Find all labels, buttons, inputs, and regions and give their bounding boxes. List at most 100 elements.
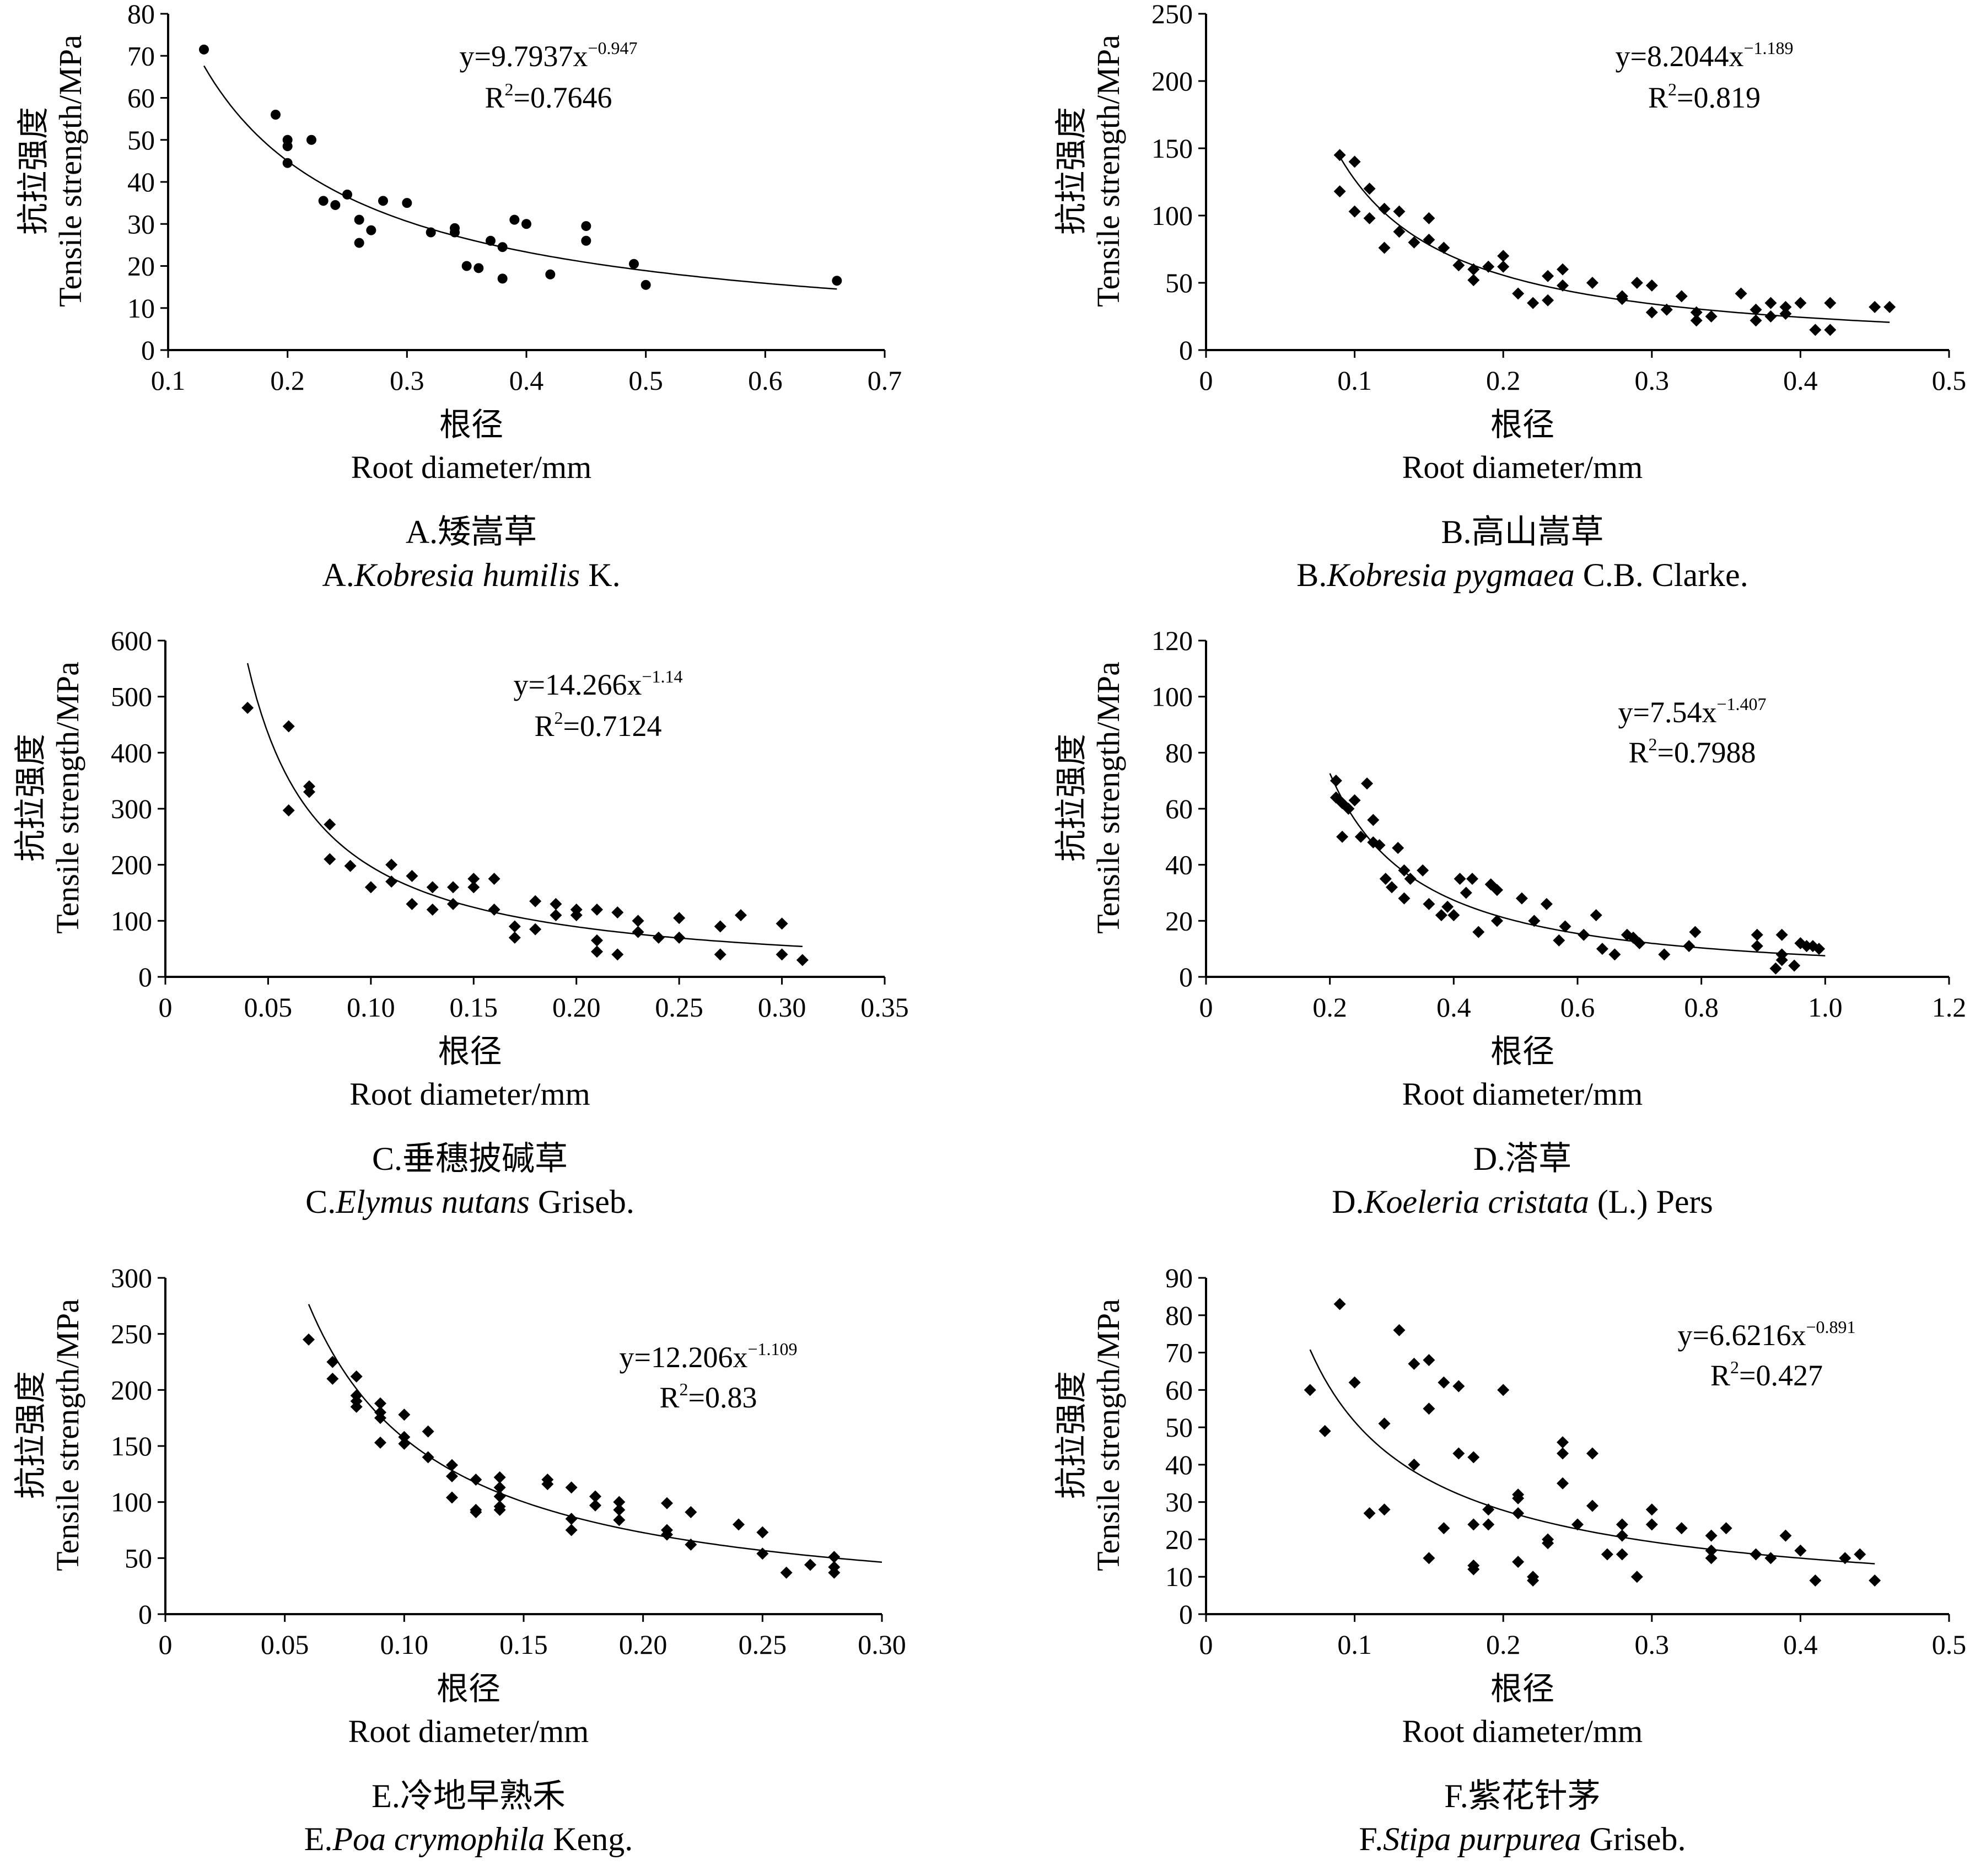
x-tick-label: 0.5: [1932, 365, 1967, 396]
caption-en: F.Stipa purpurea Griseb.: [1359, 1821, 1686, 1857]
y-axis-label-cn: 抗拉强度: [13, 734, 49, 862]
data-point: [282, 141, 293, 152]
y-tick-label: 200: [111, 850, 152, 880]
data-point: [374, 1436, 386, 1449]
r-squared-superscript: 2: [1649, 734, 1657, 754]
data-point: [324, 853, 336, 866]
equation-exponent: −0.947: [588, 38, 637, 58]
y-tick-label: 40: [127, 166, 155, 197]
data-point: [1490, 884, 1503, 896]
y-tick-label: 40: [1165, 850, 1193, 880]
fit-equation: y=6.6216x−0.891: [1677, 1317, 1855, 1352]
data-point: [1557, 1447, 1569, 1460]
y-tick-label: 100: [1151, 200, 1193, 231]
y-tick-label: 60: [1165, 1374, 1193, 1405]
y-axis-label-cn: 抗拉强度: [1053, 734, 1089, 862]
caption-prefix: F.: [1359, 1821, 1384, 1857]
x-tick-label: 0.15: [450, 992, 498, 1023]
data-point: [1452, 1447, 1465, 1460]
data-point: [1540, 897, 1553, 910]
x-tick-label: 0.2: [1486, 365, 1521, 396]
data-point: [318, 196, 329, 206]
data-point: [1645, 306, 1658, 319]
equation-exponent: −1.14: [642, 666, 682, 686]
data-point: [640, 279, 651, 290]
caption-species: Stipa purpurea: [1383, 1821, 1581, 1857]
data-point: [385, 858, 398, 871]
y-axis-label-cn: 抗拉强度: [1053, 1371, 1089, 1499]
x-tick-label: 0.05: [244, 992, 293, 1023]
data-point: [1764, 1552, 1777, 1565]
data-point: [613, 1514, 626, 1526]
data-point: [1813, 943, 1826, 955]
y-tick-label: 0: [138, 961, 152, 992]
data-point: [1497, 260, 1510, 273]
data-point: [1690, 306, 1703, 319]
data-point: [303, 786, 315, 798]
fit-curve: [1339, 156, 1890, 323]
y-tick-label: 50: [125, 1542, 152, 1573]
data-point: [1378, 241, 1391, 254]
r-squared-value: =0.427: [1739, 1359, 1823, 1392]
data-point: [1460, 886, 1472, 899]
data-point: [1467, 274, 1480, 287]
data-point: [1423, 1354, 1435, 1367]
x-tick-label: 0.1: [151, 365, 186, 396]
x-axis-label-cn: 根径: [1490, 1034, 1554, 1069]
r-squared-value: =0.7988: [1657, 736, 1756, 769]
data-point: [1527, 1574, 1540, 1587]
y-tick-label: 20: [1165, 905, 1193, 936]
data-point: [406, 870, 418, 882]
data-point: [581, 221, 591, 232]
data-point: [611, 906, 624, 919]
data-point: [1590, 909, 1602, 922]
data-point: [661, 1528, 673, 1541]
data-point: [461, 261, 472, 271]
fit-equation: y=12.206x−1.109: [619, 1339, 797, 1374]
equation-exponent: −1.109: [747, 1339, 797, 1359]
data-point: [1675, 290, 1688, 303]
data-point: [1869, 300, 1881, 313]
y-tick-label: 0: [1179, 961, 1193, 992]
caption-suffix: (L.) Pers: [1589, 1184, 1713, 1220]
data-point: [1373, 839, 1386, 852]
equation-base: y=12.206x: [619, 1341, 747, 1374]
r-squared-value: =0.7646: [514, 81, 612, 114]
data-point: [629, 259, 639, 269]
data-point: [447, 897, 459, 910]
data-point: [486, 235, 496, 246]
data-point: [613, 1503, 626, 1516]
data-point: [673, 912, 686, 924]
chart-e: 0 0.05 0.10 0.15 0.20 0.25 0.30 0 50 100 150 200 250…: [13, 1262, 906, 1857]
data-point: [1467, 1451, 1480, 1464]
data-point: [1683, 940, 1696, 953]
data-point: [350, 1370, 363, 1383]
data-point: [1616, 1548, 1628, 1561]
caption-en: E.Poa crymophila Keng.: [304, 1821, 633, 1857]
data-point: [529, 895, 542, 907]
r-squared: R2=0.819: [1648, 79, 1761, 114]
y-tick-label: 120: [1151, 625, 1193, 656]
data-point: [1645, 1518, 1658, 1531]
x-tick-label: 1.2: [1932, 992, 1967, 1023]
data-point: [1398, 892, 1411, 905]
data-point: [1675, 1522, 1688, 1535]
data-point: [1423, 1402, 1435, 1415]
data-point: [385, 875, 398, 888]
y-tick-label: 300: [111, 1262, 152, 1293]
data-point: [1497, 250, 1510, 262]
data-point: [780, 1566, 793, 1579]
x-tick-label: 0.25: [739, 1629, 787, 1660]
fit-curve: [203, 65, 837, 290]
data-point: [1417, 864, 1429, 877]
x-tick-label: 0.3: [1635, 365, 1670, 396]
fit-equation: y=8.2044x−1.189: [1615, 38, 1793, 73]
data-point: [565, 1524, 578, 1536]
data-point: [589, 1490, 601, 1503]
data-point: [1800, 940, 1813, 953]
x-tick-label: 0.15: [499, 1629, 548, 1660]
data-point: [1869, 1574, 1881, 1587]
data-point: [350, 1400, 363, 1413]
data-point: [1482, 1518, 1495, 1531]
data-point: [1750, 303, 1762, 316]
